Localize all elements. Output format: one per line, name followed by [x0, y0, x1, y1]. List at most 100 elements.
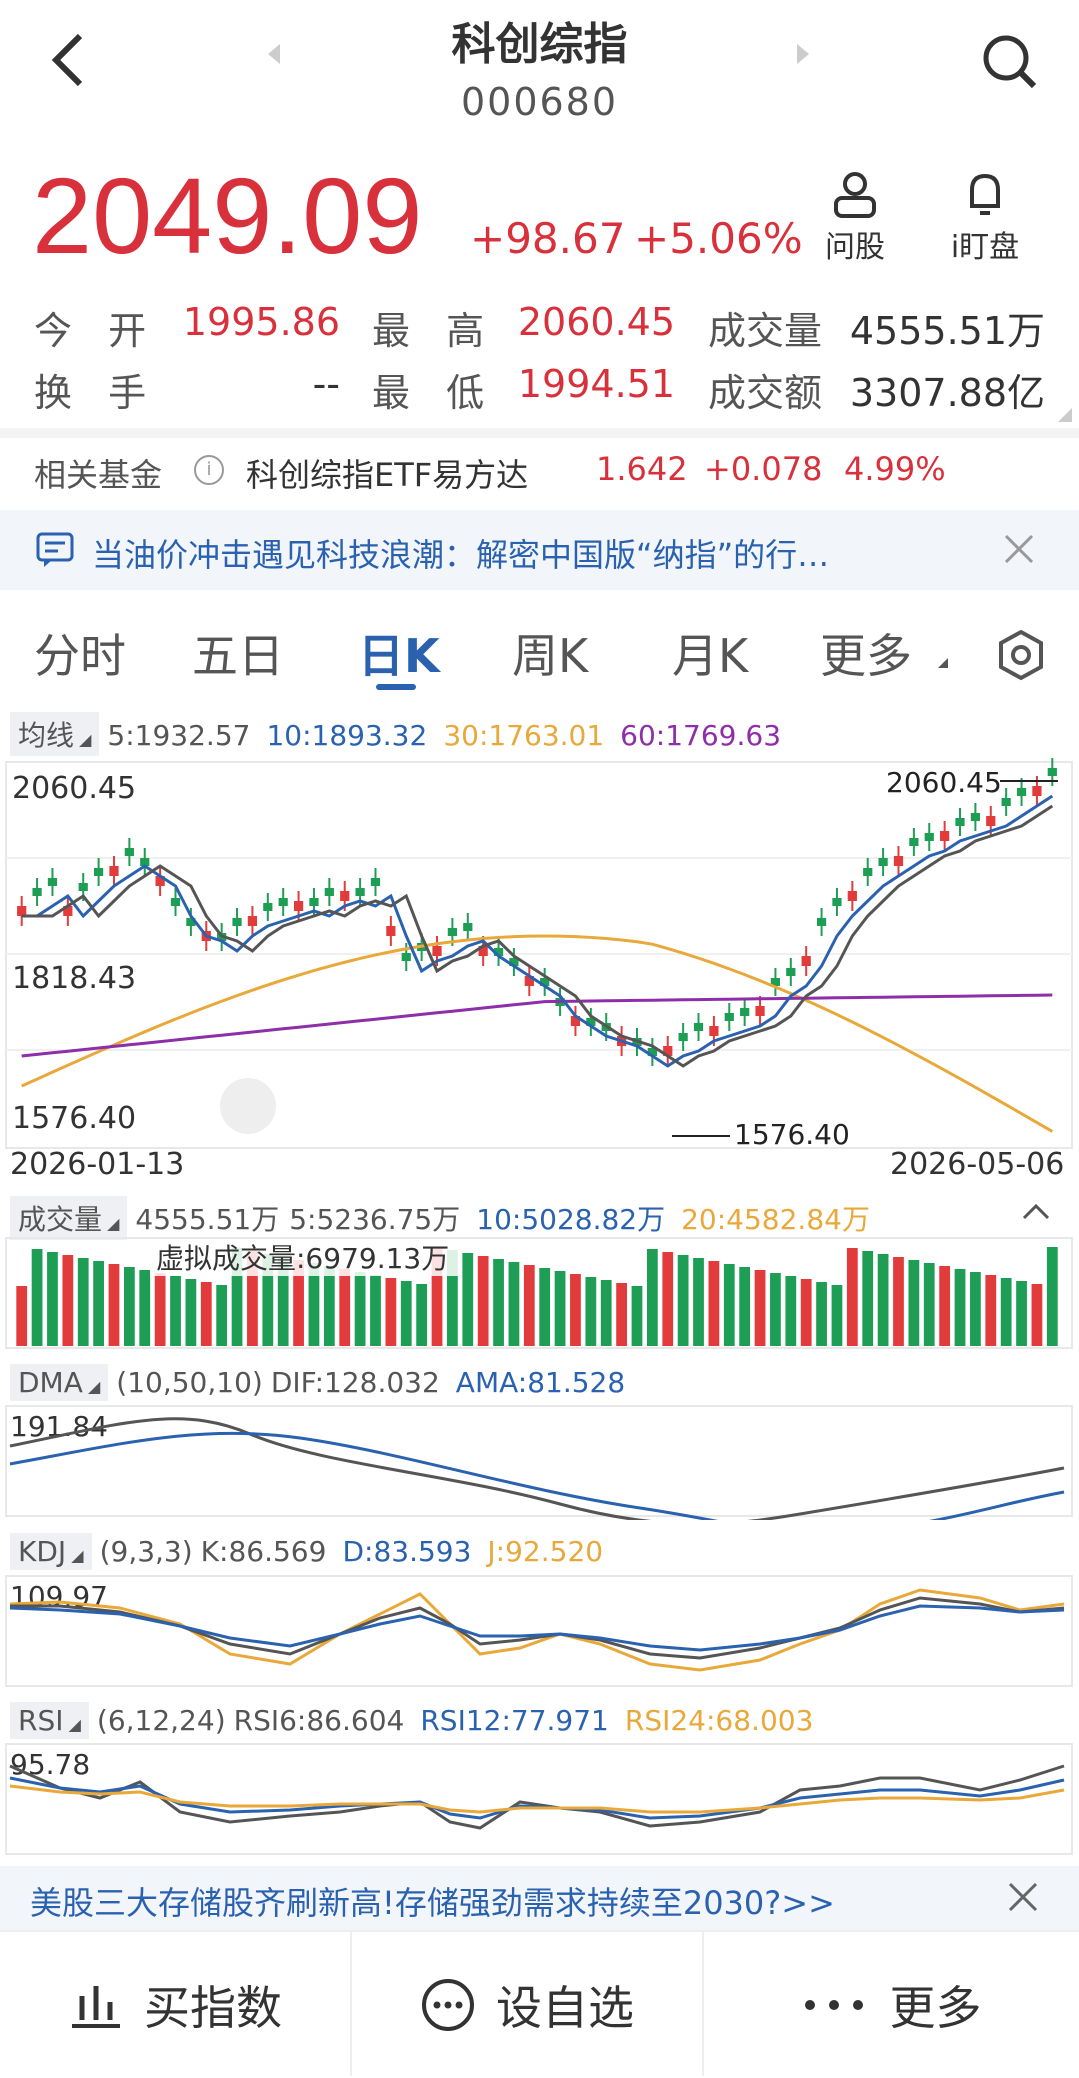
candle-body [986, 816, 996, 826]
low-marker-label: 1576.40 [734, 1118, 850, 1151]
amount-value: 3307.88亿 [849, 371, 1045, 415]
volume-bar [1016, 1281, 1027, 1346]
more-button[interactable]: 更多 [704, 1932, 1079, 2078]
search-button[interactable] [980, 32, 1040, 92]
volume-bar [631, 1286, 643, 1346]
bottom-bar: 买指数 设自选 更多 [0, 1930, 1079, 2078]
volume-chart[interactable]: 虚拟成交量:6979.13万 [0, 1236, 1079, 1352]
candle-body [1001, 798, 1011, 806]
message-icon [36, 532, 74, 567]
volume-bar [708, 1261, 720, 1346]
related-fund-row[interactable]: 相关基金 i 科创综指ETF易方达 1.642 +0.078 4.99% [0, 438, 1079, 506]
candle-body [355, 888, 365, 896]
tab-weekly-k[interactable]: 周K [512, 629, 589, 683]
rsi6-value: RSI6:86.604 [233, 1704, 405, 1737]
high-label: 最 高 [372, 309, 497, 353]
volume-bar [954, 1269, 966, 1346]
volume-bar [493, 1259, 504, 1346]
y-axis-top: 2060.45 [12, 771, 136, 806]
bar-chart-icon [72, 1986, 120, 2028]
ask-stock-button[interactable]: 问股 [815, 170, 895, 270]
collapse-icon[interactable] [1016, 1198, 1056, 1226]
volume-bar [754, 1270, 766, 1346]
more-caret-icon [938, 658, 948, 668]
ma-selector[interactable]: 均线 ◢ [10, 712, 100, 756]
volume-bar [62, 1255, 74, 1346]
rsi-label: RSI [18, 1704, 64, 1737]
dropdown-icon: ◢ [102, 1214, 120, 1233]
close-icon[interactable] [1002, 532, 1036, 566]
tab-intraday[interactable]: 分时 [34, 629, 126, 683]
stock-code: 000680 [460, 80, 619, 124]
tab-daily-k[interactable]: 日K [358, 629, 440, 683]
high-value: 2060.45 [517, 300, 675, 344]
candle-body [786, 968, 796, 976]
y-axis-mid: 1818.43 [12, 961, 136, 996]
watermark-icon [220, 1078, 276, 1134]
expand-corner-icon[interactable] [1058, 408, 1072, 422]
info-icon: i [194, 455, 224, 485]
kline-chart[interactable]: 2060.45 1818.43 1576.40 2060.45 1576.40 … [0, 756, 1079, 1176]
volume-selector[interactable]: 成交量 ◢ [10, 1196, 128, 1240]
dropdown-icon: ◢ [63, 1715, 81, 1734]
date-start: 2026-01-13 [10, 1147, 184, 1176]
volume-bar [800, 1279, 812, 1346]
dma-dif: DIF:128.032 [270, 1366, 440, 1399]
volume-bar [370, 1275, 381, 1346]
watch-label: i盯盘 [950, 230, 1020, 265]
tab-more[interactable]: 更多 [820, 629, 912, 683]
candle-body [678, 1033, 688, 1041]
kdj-legend: KDJ ◢ (9,3,3) K:86.569 D:83.593 J:92.520 [10, 1533, 1070, 1571]
rsi24-value: RSI24:68.003 [624, 1704, 814, 1737]
ma10-value: 10:1893.32 [266, 719, 428, 752]
prev-stock-icon[interactable] [268, 44, 280, 64]
back-button[interactable] [44, 30, 94, 90]
candle-body [740, 1008, 750, 1016]
volume-bar [816, 1282, 827, 1346]
tab-five-day[interactable]: 五日 [192, 629, 284, 683]
volume-bar [862, 1251, 874, 1346]
volume-bar [677, 1255, 689, 1346]
next-stock-icon[interactable] [797, 44, 809, 64]
date-end: 2026-05-06 [890, 1147, 1064, 1176]
volume-bar [262, 1254, 274, 1346]
candle-body [432, 946, 442, 956]
volume-bar [508, 1262, 520, 1346]
rsi-chart[interactable]: 95.78 [0, 1742, 1079, 1858]
high-marker-label: 2060.45 [886, 766, 1002, 799]
close-icon[interactable] [1006, 1880, 1040, 1914]
ad-banner[interactable]: 美股三大存储股齐刷新高!存储强劲需求持续至2030?>> [0, 1866, 1079, 1930]
volume-bar [831, 1285, 843, 1346]
volume-bar [323, 1266, 335, 1346]
candle-body [140, 858, 150, 866]
volume-bar [447, 1250, 458, 1346]
volume-bar [200, 1282, 212, 1346]
volume-label: 成交量 [18, 1203, 103, 1236]
volume-bar [739, 1267, 751, 1346]
kdj-j-line [9, 1588, 1065, 1672]
candle-body [586, 1018, 596, 1026]
turnover-label: 换 手 [34, 371, 159, 415]
watch-button[interactable]: i盯盘 [940, 170, 1030, 270]
volume-bar [770, 1273, 781, 1346]
candle-body [709, 1026, 719, 1036]
rsi24-line [9, 1784, 1065, 1814]
kdj-k-line [10, 1596, 1065, 1660]
page-title: 科创综指 [451, 19, 628, 70]
moving-average-line [21, 804, 1054, 1068]
kdj-j: J:92.520 [487, 1535, 604, 1568]
kdj-selector[interactable]: KDJ ◢ [10, 1533, 92, 1570]
dma-selector[interactable]: DMA ◢ [10, 1364, 109, 1401]
news-banner[interactable]: 当油价冲击遇见科技浪潮：解密中国版“纳指”的行… [0, 510, 1079, 590]
rsi-selector[interactable]: RSI ◢ [10, 1702, 89, 1739]
buy-index-button[interactable]: 买指数 [0, 1932, 350, 2078]
settings-icon[interactable] [994, 628, 1048, 682]
fund-price: 1.642 [596, 450, 688, 488]
ma60-value: 60:1769.63 [620, 719, 782, 752]
tab-monthly-k[interactable]: 月K [672, 629, 749, 683]
dropdown-icon: ◢ [66, 1546, 84, 1565]
kdj-chart[interactable]: 109.97 [0, 1574, 1079, 1690]
dma-dif-line [9, 1417, 1065, 1520]
add-watchlist-button[interactable]: 设自选 [352, 1932, 702, 2078]
dma-chart[interactable]: 191.84 [0, 1404, 1079, 1520]
